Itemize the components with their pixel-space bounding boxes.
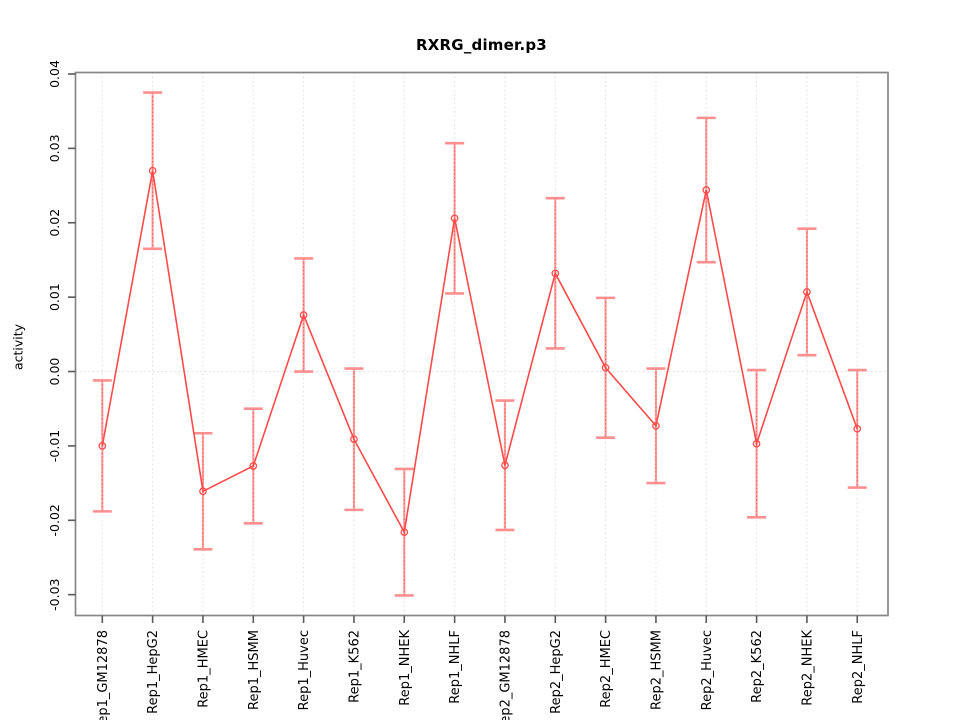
x-tick-label: Rep2_Huvec — [700, 630, 715, 710]
y-tick-label: 0.04 — [47, 60, 62, 88]
y-tick-label: 0.00 — [47, 358, 62, 386]
y-tick-label: -0.03 — [47, 579, 62, 611]
x-tick-label: Rep1_GM12878 — [96, 630, 111, 720]
data-point — [400, 528, 409, 537]
x-tick-label: Rep2_HMEC — [599, 630, 614, 708]
y-tick-label: -0.02 — [47, 504, 62, 536]
y-tick-label: 0.03 — [47, 134, 62, 162]
data-point — [853, 424, 862, 433]
x-tick-label: Rep1_NHEK — [398, 630, 413, 706]
data-point — [350, 435, 358, 444]
data-point — [199, 487, 207, 496]
x-tick-label: Rep2_NHLF — [851, 630, 866, 704]
data-point — [501, 461, 509, 470]
x-tick-label: Rep1_HMEC — [196, 630, 211, 708]
data-point — [450, 214, 459, 223]
data-point — [299, 311, 308, 319]
data-point — [652, 421, 660, 430]
series-line — [101, 170, 859, 535]
x-tick-label: Rep2_HepG2 — [549, 630, 564, 714]
data-point — [148, 166, 157, 175]
data-point — [551, 269, 560, 278]
x-tick-label: Rep1_Huvec — [297, 630, 312, 710]
x-tick-label: Rep2_NHEK — [800, 630, 815, 706]
data-point — [752, 439, 761, 448]
chart-title: RXRG_dimer.p3 — [416, 36, 547, 54]
data-point — [803, 288, 811, 296]
data-point — [601, 363, 610, 372]
x-tick-label: Rep2_HSMM — [649, 630, 664, 710]
data-point — [702, 186, 711, 194]
x-tick-label: Rep1_HepG2 — [146, 630, 161, 714]
plot-border — [74, 71, 889, 617]
x-tick-label: Rep2_GM12878 — [498, 630, 513, 720]
x-tick-label: Rep1_K562 — [347, 630, 362, 703]
y-tick-label: 0.02 — [47, 209, 62, 237]
x-tick-label: Rep1_NHLF — [448, 630, 463, 704]
data-point — [98, 442, 107, 450]
x-tick-label: Rep2_K562 — [750, 630, 765, 703]
y-tick-label: 0.01 — [47, 283, 62, 311]
data-point — [249, 462, 258, 470]
x-tick-label: Rep1_HSMM — [247, 630, 262, 710]
y-tick-label: -0.01 — [47, 430, 62, 462]
